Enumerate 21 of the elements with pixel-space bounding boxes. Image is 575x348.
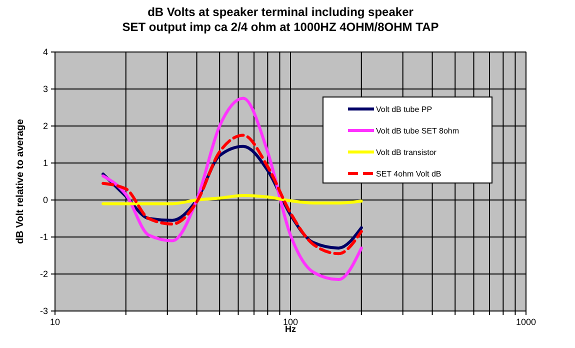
- y-tick-label: 0: [42, 195, 48, 205]
- line-series: [102, 194, 363, 206]
- legend-label: SET 4ohm Volt dB: [376, 170, 442, 178]
- chart-title: dB Volts at speaker terminal including speaker: [148, 5, 414, 19]
- x-tick-label: 100: [282, 317, 298, 327]
- y-axis-title: dB Volt relative to average: [15, 118, 26, 244]
- legend-label: Volt dB tube SET 8ohm: [376, 126, 460, 136]
- x-axis-title: Hz: [285, 324, 296, 334]
- chart-subtitle: SET output imp ca 2/4 ohm at 1000HZ 4OHM/8OHM TAP: [122, 20, 439, 34]
- y-tick-label: 3: [42, 84, 48, 94]
- x-tick-label: 10: [50, 317, 60, 327]
- legend-label: Volt dB tube PP: [376, 105, 432, 114]
- y-tick-label: -2: [40, 269, 48, 279]
- y-tick-label: 1: [42, 158, 48, 168]
- line-series: [102, 96, 363, 282]
- y-tick-label: -1: [40, 232, 48, 242]
- y-tick-label: -3: [40, 306, 48, 316]
- legend-label: Volt dB transistor: [376, 148, 437, 157]
- x-tick-label: 1000: [516, 317, 536, 327]
- y-tick-label: 4: [42, 47, 48, 57]
- y-tick-label: 2: [42, 121, 48, 131]
